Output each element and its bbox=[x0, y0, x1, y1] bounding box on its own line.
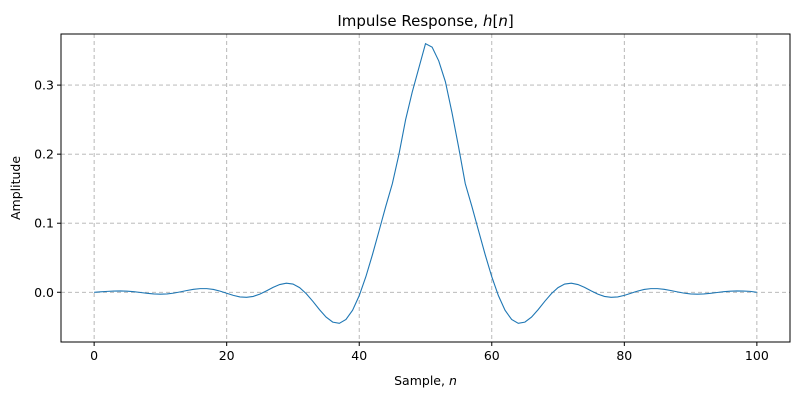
chart-title: Impulse Response, h[n] bbox=[337, 12, 513, 30]
series-layer bbox=[94, 42, 757, 324]
x-tick-label: 0 bbox=[90, 348, 98, 363]
x-tick-label: 80 bbox=[616, 348, 632, 363]
x-axis-label-text: Sample, bbox=[394, 373, 449, 388]
x-tick-label: 100 bbox=[745, 348, 769, 363]
chart-title-symbol: h bbox=[483, 12, 493, 30]
y-axis-label: Amplitude bbox=[8, 156, 23, 220]
x-axis-label-symbol: n bbox=[449, 373, 457, 388]
y-tick-label: 0.0 bbox=[34, 285, 54, 300]
y-tick-label: 0.3 bbox=[34, 78, 54, 93]
plot-frame bbox=[60, 33, 791, 343]
y-tick-label: 0.2 bbox=[34, 147, 54, 162]
y-tick-label: 0.1 bbox=[34, 216, 54, 231]
chart-title-index: n bbox=[498, 12, 508, 30]
x-axis-label: Sample, n bbox=[394, 373, 457, 388]
x-tick-label: 40 bbox=[351, 348, 367, 363]
axis-ticks: 0 20 40 60 80 100 0.0 0.1 0.2 0.3 bbox=[34, 78, 769, 363]
chart-title-text: Impulse Response, bbox=[337, 12, 483, 30]
x-tick-label: 20 bbox=[219, 348, 235, 363]
chart-title-bracket-close: ] bbox=[508, 12, 514, 30]
x-tick-label: 60 bbox=[484, 348, 500, 363]
chart-title-bracket-open: [ bbox=[492, 12, 498, 30]
impulse-response-line bbox=[94, 42, 757, 324]
grid-lines bbox=[61, 34, 790, 342]
